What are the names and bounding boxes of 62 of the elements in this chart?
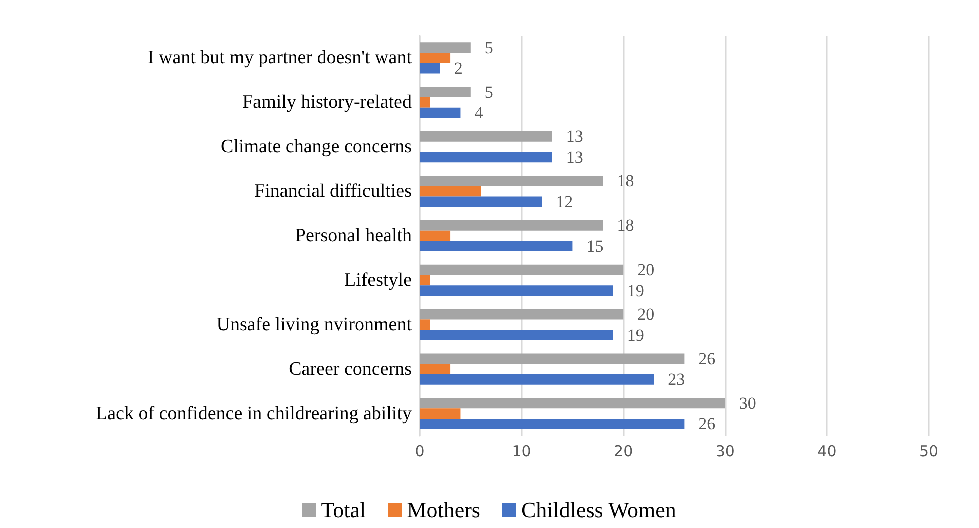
bar	[420, 264, 624, 276]
x-tick-label: 0	[415, 442, 425, 460]
bar	[420, 87, 471, 98]
data-label: 26	[698, 349, 716, 368]
bar	[420, 275, 430, 286]
x-tick-label: 40	[818, 442, 837, 460]
x-tick-label: 10	[512, 442, 532, 460]
bar	[420, 196, 542, 208]
bar	[420, 108, 461, 118]
data-label: 12	[556, 192, 574, 212]
bar	[420, 220, 604, 231]
y-tick-label: Financial difficulties	[254, 181, 412, 202]
data-label: 5	[484, 38, 494, 58]
data-label: 15	[586, 236, 604, 256]
y-tick-label: Career concerns	[289, 358, 412, 380]
bar	[420, 176, 604, 186]
data-label: 13	[566, 148, 584, 167]
data-label: 30	[739, 394, 756, 413]
data-label: 4	[474, 104, 484, 123]
data-label: 19	[627, 281, 644, 300]
bar	[420, 374, 654, 385]
y-tick-label: Lack of confidence in childrearing ability	[96, 403, 412, 424]
bar	[420, 186, 482, 197]
y-tick-label: Climate change concerns	[221, 136, 412, 158]
y-tick-label: Personal health	[295, 226, 412, 246]
x-tick-label: 20	[614, 442, 634, 460]
data-label: 18	[617, 216, 634, 236]
data-label: 5	[484, 82, 494, 102]
bar	[420, 230, 451, 242]
bar	[420, 132, 552, 142]
data-label: 26	[698, 414, 716, 434]
data-label: 2	[454, 59, 463, 78]
y-tick-label: Unsafe living nvironment	[216, 314, 413, 336]
x-tick-label: 50	[919, 442, 939, 460]
bar	[420, 309, 624, 320]
legend-label: Total	[321, 498, 366, 522]
data-label: 23	[668, 370, 686, 390]
bar	[420, 320, 430, 330]
data-label: 20	[638, 260, 655, 280]
bar	[420, 354, 685, 364]
y-tick-label: Family history-related	[242, 92, 412, 114]
bar	[420, 398, 726, 409]
legend-label: Mothers	[407, 498, 480, 522]
bar	[420, 53, 451, 64]
bar	[420, 97, 430, 108]
y-tick-label: I want but my partner doesn't want	[148, 48, 413, 69]
y-tick-label: Lifestyle	[344, 270, 412, 291]
data-label: 13	[566, 127, 584, 146]
bar	[420, 408, 461, 419]
bar	[420, 418, 685, 430]
bar	[420, 286, 614, 296]
bar	[420, 63, 440, 74]
data-label: 18	[617, 172, 634, 191]
bar	[420, 241, 573, 252]
bar	[420, 330, 614, 340]
bar	[420, 364, 451, 375]
data-label: 20	[638, 305, 655, 324]
bar	[420, 42, 471, 54]
legend-label: Childless Women	[521, 498, 676, 522]
x-tick-label: 30	[716, 442, 735, 460]
bar	[420, 152, 552, 163]
data-label: 19	[627, 326, 644, 345]
